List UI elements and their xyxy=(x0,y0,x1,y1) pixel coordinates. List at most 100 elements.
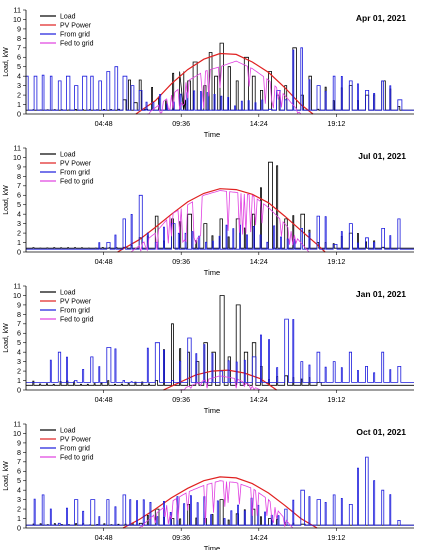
legend-label: Fed to grid xyxy=(60,455,94,462)
legend-label: PV Power xyxy=(60,437,92,444)
fed-to-grid-line xyxy=(130,190,310,253)
legend-label: From grid xyxy=(60,308,90,315)
y-tick-label: 3 xyxy=(17,219,21,228)
y-tick-label: 8 xyxy=(17,172,21,181)
y-tick-label: 10 xyxy=(13,429,21,438)
y-tick-label: 10 xyxy=(13,291,21,300)
y-tick-label: 2 xyxy=(17,504,21,513)
fed-to-grid-line xyxy=(179,375,261,391)
y-tick-label: 4 xyxy=(17,486,21,495)
y-tick-label: 6 xyxy=(17,467,21,476)
legend-label: Load xyxy=(60,14,76,21)
y-tick-label: 5 xyxy=(17,338,21,347)
legend-label: From grid xyxy=(60,32,90,39)
y-tick-label: 0 xyxy=(17,247,21,256)
y-tick-label: 0 xyxy=(17,385,21,394)
y-tick-label: 8 xyxy=(17,448,21,457)
legend-label: PV Power xyxy=(60,299,92,306)
y-tick-label: 6 xyxy=(17,53,21,62)
y-tick-label: 9 xyxy=(17,24,21,33)
x-tick-label: 19:12 xyxy=(327,257,345,266)
from-grid-line xyxy=(26,456,414,526)
y-tick-label: 7 xyxy=(17,181,21,190)
legend-label: From grid xyxy=(60,170,90,177)
legend-label: Load xyxy=(60,152,76,159)
legend-label: PV Power xyxy=(60,23,92,30)
x-tick-label: 04:48 xyxy=(95,533,113,542)
y-tick-label: 10 xyxy=(13,153,21,162)
pv-power-line xyxy=(135,52,314,115)
x-tick-label: 04:48 xyxy=(95,119,113,128)
chart-title: Apr 01, 2021 xyxy=(356,13,406,23)
x-tick-label: 09:36 xyxy=(172,533,190,542)
from-grid-line xyxy=(25,47,414,111)
chart-title: Oct 01, 2021 xyxy=(356,427,406,437)
x-axis-label: Time xyxy=(204,130,220,139)
y-tick-label: 3 xyxy=(17,357,21,366)
y-axis-label: Load, kW xyxy=(3,323,10,353)
y-tick-label: 9 xyxy=(17,162,21,171)
x-tick-label: 19:12 xyxy=(327,533,345,542)
y-tick-label: 3 xyxy=(17,495,21,504)
y-tick-label: 2 xyxy=(17,366,21,375)
x-tick-label: 04:48 xyxy=(95,395,113,404)
y-tick-label: 7 xyxy=(17,319,21,328)
y-tick-label: 1 xyxy=(17,376,21,385)
x-tick-label: 09:36 xyxy=(172,257,190,266)
x-tick-label: 14:24 xyxy=(250,119,268,128)
x-axis-label: Time xyxy=(204,268,220,277)
y-tick-label: 1 xyxy=(17,514,21,523)
from-grid-line xyxy=(26,194,414,250)
y-tick-label: 4 xyxy=(17,72,21,81)
x-tick-label: 04:48 xyxy=(95,257,113,266)
legend-label: From grid xyxy=(60,446,90,453)
y-tick-label: 1 xyxy=(17,100,21,109)
y-tick-label: 6 xyxy=(17,329,21,338)
load-line xyxy=(26,499,414,526)
y-tick-label: 5 xyxy=(17,200,21,209)
y-tick-label: 0 xyxy=(17,523,21,532)
y-tick-label: 6 xyxy=(17,191,21,200)
pv-power-line xyxy=(117,188,326,253)
legend-label: PV Power xyxy=(60,161,92,168)
y-tick-label: 1 xyxy=(17,238,21,247)
pv-power-line xyxy=(122,476,318,529)
y-tick-label: 11 xyxy=(14,143,21,152)
y-tick-label: 8 xyxy=(17,34,21,43)
pv-power-line xyxy=(163,369,277,391)
y-tick-label: 11 xyxy=(14,281,21,290)
x-tick-label: 09:36 xyxy=(172,119,190,128)
y-tick-label: 2 xyxy=(17,90,21,99)
y-tick-label: 10 xyxy=(13,15,21,24)
y-tick-label: 4 xyxy=(17,210,21,219)
from-grid-line xyxy=(26,318,414,383)
y-tick-label: 7 xyxy=(17,457,21,466)
x-tick-label: 19:12 xyxy=(327,395,345,404)
y-tick-label: 2 xyxy=(17,228,21,237)
y-axis-label: Load, kW xyxy=(3,185,10,215)
fed-to-grid-line xyxy=(147,60,302,115)
legend-label: Load xyxy=(60,290,76,297)
x-tick-label: 09:36 xyxy=(172,395,190,404)
legend-label: Fed to grid xyxy=(60,41,94,48)
x-tick-label: 14:24 xyxy=(250,395,268,404)
y-tick-label: 3 xyxy=(17,81,21,90)
legend-label: Fed to grid xyxy=(60,317,94,324)
y-tick-label: 5 xyxy=(17,476,21,485)
y-tick-label: 8 xyxy=(17,310,21,319)
x-tick-label: 14:24 xyxy=(250,257,268,266)
x-tick-label: 19:12 xyxy=(327,119,345,128)
y-tick-label: 11 xyxy=(14,419,21,428)
y-tick-label: 5 xyxy=(17,62,21,71)
fed-to-grid-line xyxy=(138,480,294,529)
y-tick-label: 11 xyxy=(14,5,21,14)
y-tick-label: 4 xyxy=(17,348,21,357)
y-tick-label: 9 xyxy=(17,438,21,447)
legend-label: Load xyxy=(60,428,76,435)
x-axis-label: Time xyxy=(204,406,220,415)
y-tick-label: 7 xyxy=(17,43,21,52)
